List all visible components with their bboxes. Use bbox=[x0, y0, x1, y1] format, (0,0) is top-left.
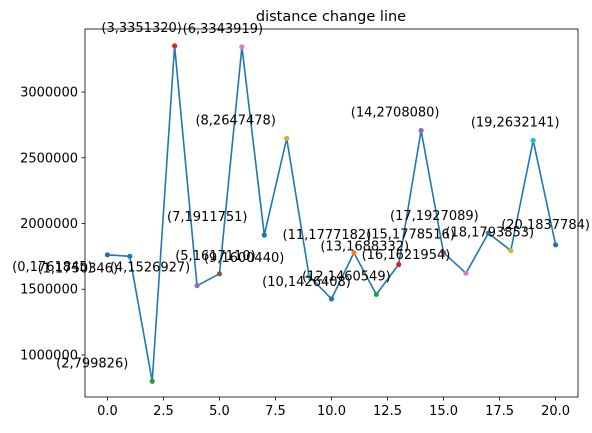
point-label: (13,1688332) bbox=[320, 239, 409, 254]
data-point bbox=[440, 250, 447, 256]
data-point bbox=[530, 137, 536, 144]
point-label: (11,1777182) bbox=[283, 228, 372, 243]
data-point bbox=[149, 378, 155, 384]
point-label: (4,1526927) bbox=[110, 261, 190, 276]
point-label: (2,799826) bbox=[56, 356, 128, 371]
data-point bbox=[485, 230, 491, 236]
x-tick-label: 12.5 bbox=[373, 404, 402, 419]
x-tick-label: 17.5 bbox=[485, 404, 514, 419]
data-point bbox=[104, 252, 111, 258]
data-point bbox=[216, 271, 223, 277]
data-point bbox=[373, 291, 379, 298]
axes: 0.0 2.5 5.0 7.5 10.0 12.5 15.0 17.5 20.0 1000000 1… bbox=[20, 28, 579, 419]
data-point bbox=[306, 273, 312, 279]
x-tick-label: 5.0 bbox=[209, 404, 230, 419]
point-label: (10,1426408) bbox=[262, 275, 351, 290]
y-tick-label: 1500000 bbox=[20, 283, 78, 298]
point-labels: (0,1761845)(1,1750346) (2,799826) (3,33513… bbox=[12, 21, 590, 371]
x-tick-label: 20.0 bbox=[541, 404, 570, 419]
data-point bbox=[239, 44, 245, 50]
chart-title: distance change line bbox=[256, 9, 406, 25]
data-point bbox=[261, 232, 267, 238]
point-label: (7,1911751) bbox=[167, 210, 247, 225]
point-label: (15,1778516) bbox=[366, 228, 455, 243]
point-label: (1,1750346) bbox=[38, 261, 118, 276]
data-point bbox=[418, 127, 424, 134]
y-tick-label: 3000000 bbox=[20, 86, 78, 101]
data-point bbox=[194, 283, 200, 289]
x-tick-label: 10.0 bbox=[317, 404, 346, 419]
point-label: (19,2632141) bbox=[471, 115, 560, 130]
plot-frame bbox=[84, 28, 579, 398]
point-label: (9,1600440) bbox=[204, 251, 284, 266]
x-tick-label: 15.0 bbox=[429, 404, 458, 419]
data-points bbox=[104, 43, 559, 384]
point-label: (17,1927089) bbox=[390, 209, 479, 224]
point-label: (5,1617110) bbox=[175, 249, 255, 264]
data-point bbox=[351, 250, 357, 256]
data-point bbox=[328, 296, 335, 302]
data-point bbox=[396, 261, 402, 268]
point-label: (8,2647478) bbox=[195, 113, 275, 128]
point-label: (0,1761845) bbox=[12, 260, 92, 275]
data-point bbox=[463, 270, 469, 276]
x-tick-label: 7.5 bbox=[265, 404, 286, 419]
point-label: (3,3351320) bbox=[101, 21, 181, 36]
point-label: (14,2708080) bbox=[351, 105, 440, 120]
data-point bbox=[284, 135, 290, 142]
data-point bbox=[552, 242, 559, 248]
point-label: (12,1460549) bbox=[302, 269, 391, 284]
point-label: (6,3343919) bbox=[183, 22, 263, 37]
y-tick-label: 2000000 bbox=[20, 217, 78, 232]
y-tick-label: 2500000 bbox=[20, 151, 78, 166]
x-tick-label: 2.5 bbox=[153, 404, 174, 419]
point-label: (18,1793853) bbox=[445, 226, 534, 241]
point-label: (20,1837784) bbox=[501, 218, 590, 233]
y-tick-label: 1000000 bbox=[20, 348, 78, 363]
data-point bbox=[172, 43, 178, 49]
data-point bbox=[127, 253, 133, 259]
x-tick-label: 0.0 bbox=[97, 404, 118, 419]
data-point bbox=[508, 248, 514, 254]
point-label: (16,1621954) bbox=[362, 248, 451, 263]
